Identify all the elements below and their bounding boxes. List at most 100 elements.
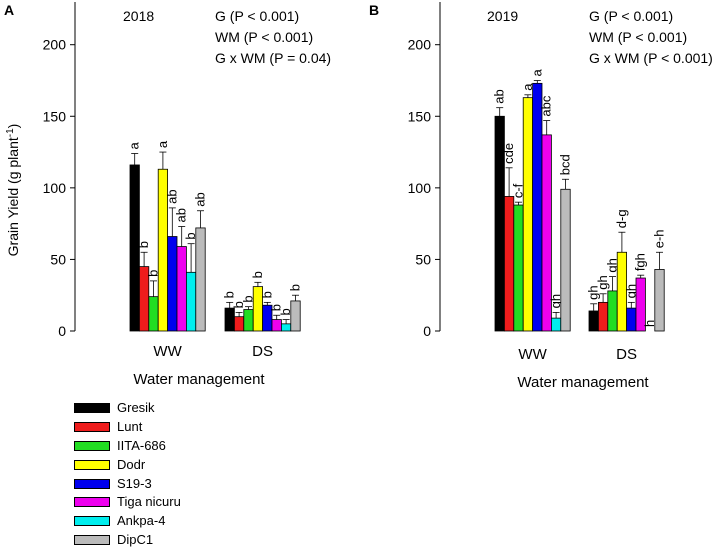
legend: Gresik Lunt IITA-686 Dodr S19-3 Tiga nicuru An… bbox=[74, 400, 334, 551]
significance-label: ab bbox=[164, 189, 179, 203]
y-tick-label: 150 bbox=[408, 108, 432, 124]
panel-b: B 2019 G (P < 0.001) WM (P < 0.001) G x WM (… bbox=[369, 2, 713, 391]
significance-label: gh bbox=[586, 285, 601, 299]
x-tick-label: DS bbox=[252, 343, 273, 360]
legend-item: IITA-686 bbox=[74, 438, 334, 457]
bar bbox=[280, 323, 292, 332]
bar bbox=[522, 97, 534, 332]
chart-title: 2018 bbox=[123, 8, 154, 24]
stats-line: G (P < 0.001) bbox=[589, 8, 673, 24]
legend-swatch bbox=[74, 535, 110, 546]
significance-label: b bbox=[136, 241, 151, 248]
legend-label: Ankpa-4 bbox=[117, 513, 166, 529]
legend-swatch bbox=[74, 440, 110, 451]
x-axis-title: Water management bbox=[517, 374, 649, 391]
significance-label: b bbox=[222, 291, 237, 298]
significance-label: d-g bbox=[614, 209, 629, 228]
bar bbox=[654, 269, 665, 332]
significance-label: b bbox=[278, 308, 293, 315]
legend-label: Tiga nicuru bbox=[117, 494, 181, 510]
significance-label: b bbox=[241, 295, 256, 302]
legend-swatch bbox=[74, 497, 110, 508]
legend-item: Lunt bbox=[74, 419, 334, 438]
legend-item: Gresik bbox=[74, 400, 334, 419]
x-tick-label: DS bbox=[616, 346, 637, 363]
panel-label: B bbox=[369, 2, 379, 18]
bar bbox=[233, 316, 245, 332]
chart-title: 2019 bbox=[487, 8, 518, 24]
legend-label: Dodr bbox=[117, 456, 146, 472]
legend-item: DipC1 bbox=[74, 532, 334, 551]
bar bbox=[195, 227, 206, 332]
bar bbox=[290, 300, 301, 332]
significance-label: b bbox=[183, 232, 198, 239]
bar bbox=[532, 82, 543, 332]
bar bbox=[551, 317, 562, 332]
significance-label: b bbox=[288, 284, 303, 291]
legend-swatch bbox=[74, 516, 110, 527]
stats-line: G (P < 0.001) bbox=[215, 8, 299, 24]
significance-label: e-h bbox=[652, 229, 667, 248]
significance-label: b bbox=[269, 304, 284, 311]
y-tick-label: 200 bbox=[408, 37, 432, 53]
x-axis-title: Water management bbox=[133, 371, 265, 388]
bar bbox=[513, 204, 524, 332]
significance-label: gh bbox=[623, 284, 638, 298]
significance-label: b bbox=[146, 270, 161, 277]
significance-label: ab bbox=[174, 208, 189, 222]
legend-item: Ankpa-4 bbox=[74, 513, 334, 532]
significance-label: a bbox=[529, 68, 544, 76]
significance-label: abc bbox=[539, 95, 554, 116]
bar bbox=[271, 319, 282, 332]
significance-label: a bbox=[127, 141, 142, 149]
bar bbox=[598, 301, 609, 332]
bar bbox=[607, 290, 618, 332]
y-axis-title: Grain Yield (g plant-1) bbox=[5, 124, 22, 257]
y-tick-label: 100 bbox=[43, 180, 67, 196]
stats-line: WM (P < 0.001) bbox=[215, 29, 313, 45]
panel-label: A bbox=[4, 2, 14, 18]
y-tick-label: 150 bbox=[43, 108, 67, 124]
y-tick-label: 100 bbox=[408, 180, 432, 196]
y-tick-label: 50 bbox=[50, 251, 66, 267]
legend-label: Lunt bbox=[117, 418, 143, 434]
legend-label: S19-3 bbox=[117, 475, 152, 491]
significance-label: h bbox=[642, 320, 657, 327]
y-tick-label: 0 bbox=[423, 323, 431, 339]
significance-label: a bbox=[520, 83, 535, 91]
bar bbox=[176, 246, 187, 332]
significance-label: ab bbox=[492, 89, 507, 103]
significance-label: cde bbox=[501, 143, 516, 164]
bar bbox=[148, 296, 159, 332]
y-tick-label: 200 bbox=[43, 37, 67, 53]
significance-label: b bbox=[250, 271, 265, 278]
significance-label: b bbox=[259, 291, 274, 298]
bar bbox=[167, 236, 178, 332]
stats-line: G x WM (P = 0.04) bbox=[215, 50, 331, 66]
significance-label: c-f bbox=[511, 183, 526, 198]
bar bbox=[588, 310, 599, 332]
legend-label: IITA-686 bbox=[117, 437, 166, 453]
significance-label: gh bbox=[595, 275, 610, 289]
significance-label: bcd bbox=[558, 154, 573, 175]
bar bbox=[243, 309, 254, 332]
legend-swatch bbox=[74, 459, 110, 470]
significance-label: gh bbox=[548, 294, 563, 308]
x-tick-label: WW bbox=[518, 346, 547, 363]
legend-item: S19-3 bbox=[74, 476, 334, 495]
stats-line: G x WM (P < 0.001) bbox=[589, 50, 713, 66]
legend-swatch bbox=[74, 421, 110, 432]
legend-label: Gresik bbox=[117, 400, 155, 415]
y-tick-label: 50 bbox=[415, 251, 431, 267]
legend-item: Tiga nicuru bbox=[74, 494, 334, 513]
bar bbox=[224, 307, 235, 332]
legend-swatch bbox=[74, 403, 110, 413]
legend-swatch bbox=[74, 478, 110, 489]
bar bbox=[626, 307, 637, 332]
bar bbox=[503, 196, 515, 332]
legend-label: DipC1 bbox=[117, 532, 154, 548]
significance-label: b bbox=[231, 301, 246, 308]
significance-label: ab bbox=[193, 192, 208, 206]
panel-a: A 2018 G (P < 0.001) WM (P < 0.001) G x WM (… bbox=[4, 2, 331, 388]
significance-label: fgh bbox=[633, 253, 648, 271]
